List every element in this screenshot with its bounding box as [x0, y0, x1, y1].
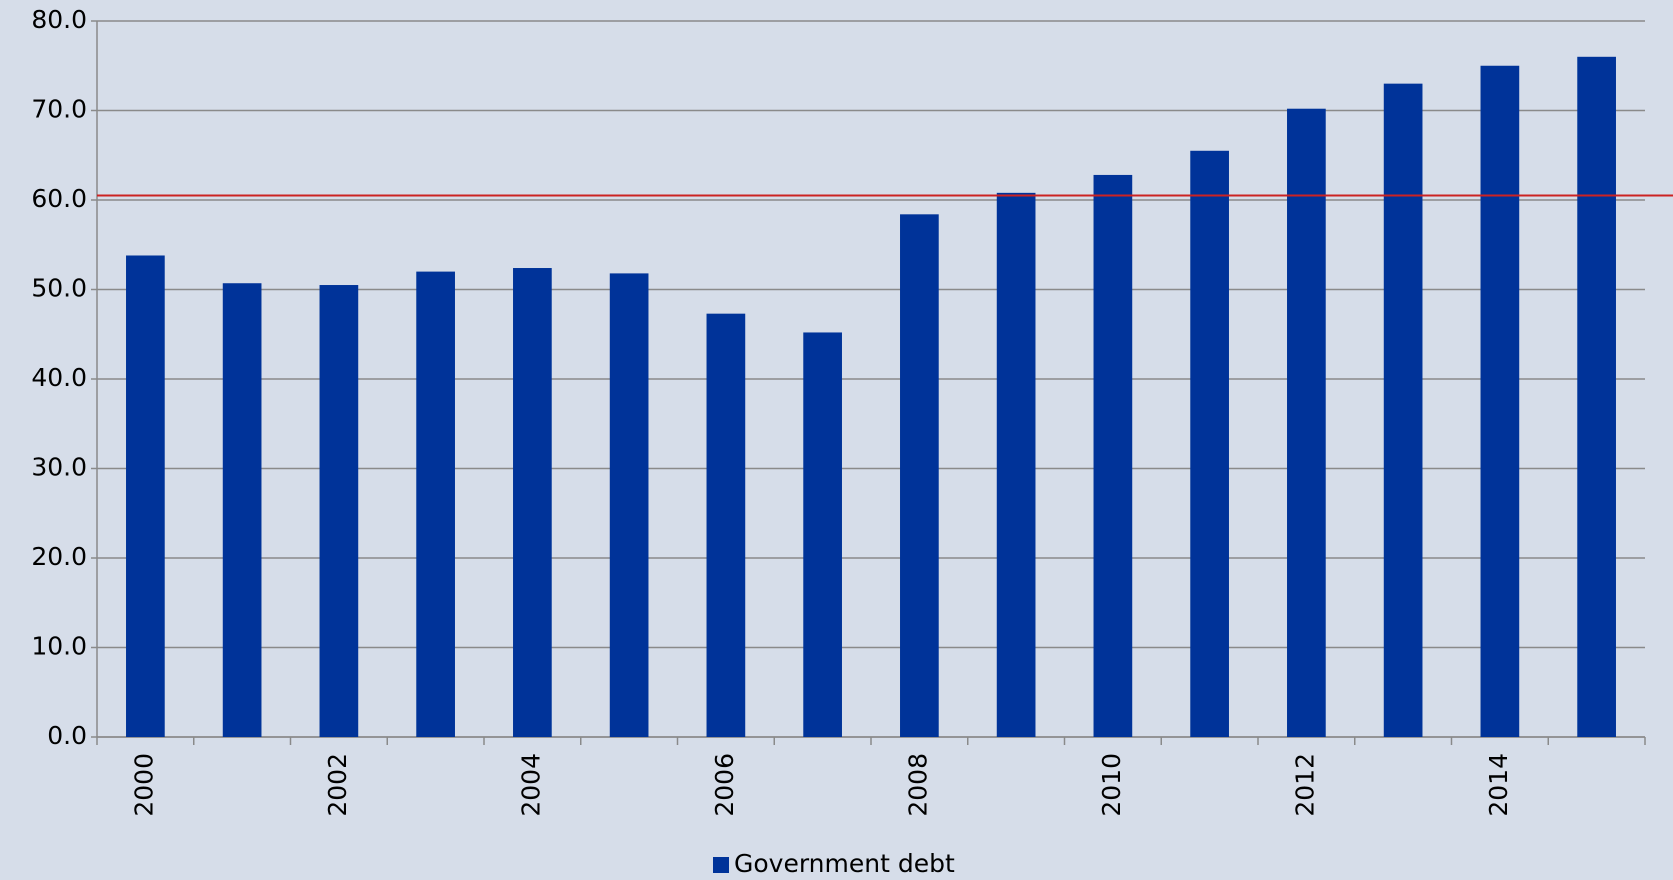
y-tick-label: 70.0 — [31, 95, 87, 124]
bar — [513, 268, 552, 737]
y-tick-label: 20.0 — [31, 542, 87, 571]
bar — [222, 283, 262, 737]
bar — [803, 332, 842, 737]
bar — [706, 313, 746, 737]
bar — [126, 255, 165, 738]
x-tick-label: 2006 — [710, 753, 739, 817]
legend-label: Government debt — [734, 849, 955, 878]
bar — [1093, 174, 1133, 737]
legend-swatch — [713, 857, 729, 873]
bar — [900, 214, 939, 737]
x-tick-label: 2012 — [1290, 753, 1319, 817]
bar — [1383, 83, 1423, 737]
bar — [319, 285, 359, 737]
bar — [1480, 65, 1520, 737]
y-tick-label: 10.0 — [31, 632, 87, 661]
bar — [416, 271, 455, 737]
y-tick-label: 30.0 — [31, 453, 87, 482]
y-tick-label: 40.0 — [31, 363, 87, 392]
y-tick-label: 60.0 — [31, 184, 87, 213]
x-tick-label: 2010 — [1097, 753, 1126, 817]
bar — [996, 192, 1036, 738]
y-tick-label: 50.0 — [31, 274, 87, 303]
x-tick-label: 2000 — [129, 753, 158, 817]
x-tick-label: 2008 — [903, 753, 932, 817]
bar — [1577, 56, 1616, 738]
y-tick-label: 80.0 — [31, 5, 87, 34]
y-tick-label: 0.0 — [47, 721, 87, 750]
x-tick-label: 2004 — [516, 753, 545, 817]
x-tick-label: 2002 — [323, 753, 352, 817]
x-tick-label: 2014 — [1484, 753, 1513, 817]
bar — [609, 273, 649, 737]
bar — [1190, 150, 1229, 737]
bar — [1287, 108, 1326, 737]
